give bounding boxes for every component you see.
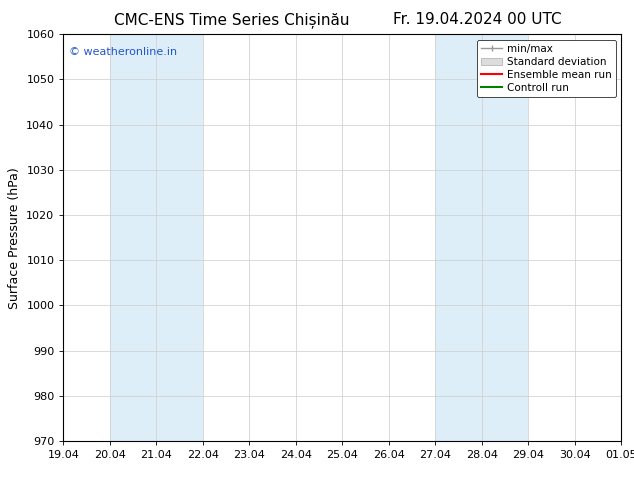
Text: Fr. 19.04.2024 00 UTC: Fr. 19.04.2024 00 UTC: [393, 12, 562, 27]
Text: © weatheronline.in: © weatheronline.in: [69, 47, 177, 56]
Bar: [110, 34, 203, 441]
Text: CMC-ENS Time Series Chișinău: CMC-ENS Time Series Chișinău: [114, 12, 349, 28]
Y-axis label: Surface Pressure (hPa): Surface Pressure (hPa): [8, 167, 21, 309]
Bar: [436, 34, 528, 441]
Legend: min/max, Standard deviation, Ensemble mean run, Controll run: min/max, Standard deviation, Ensemble me…: [477, 40, 616, 97]
